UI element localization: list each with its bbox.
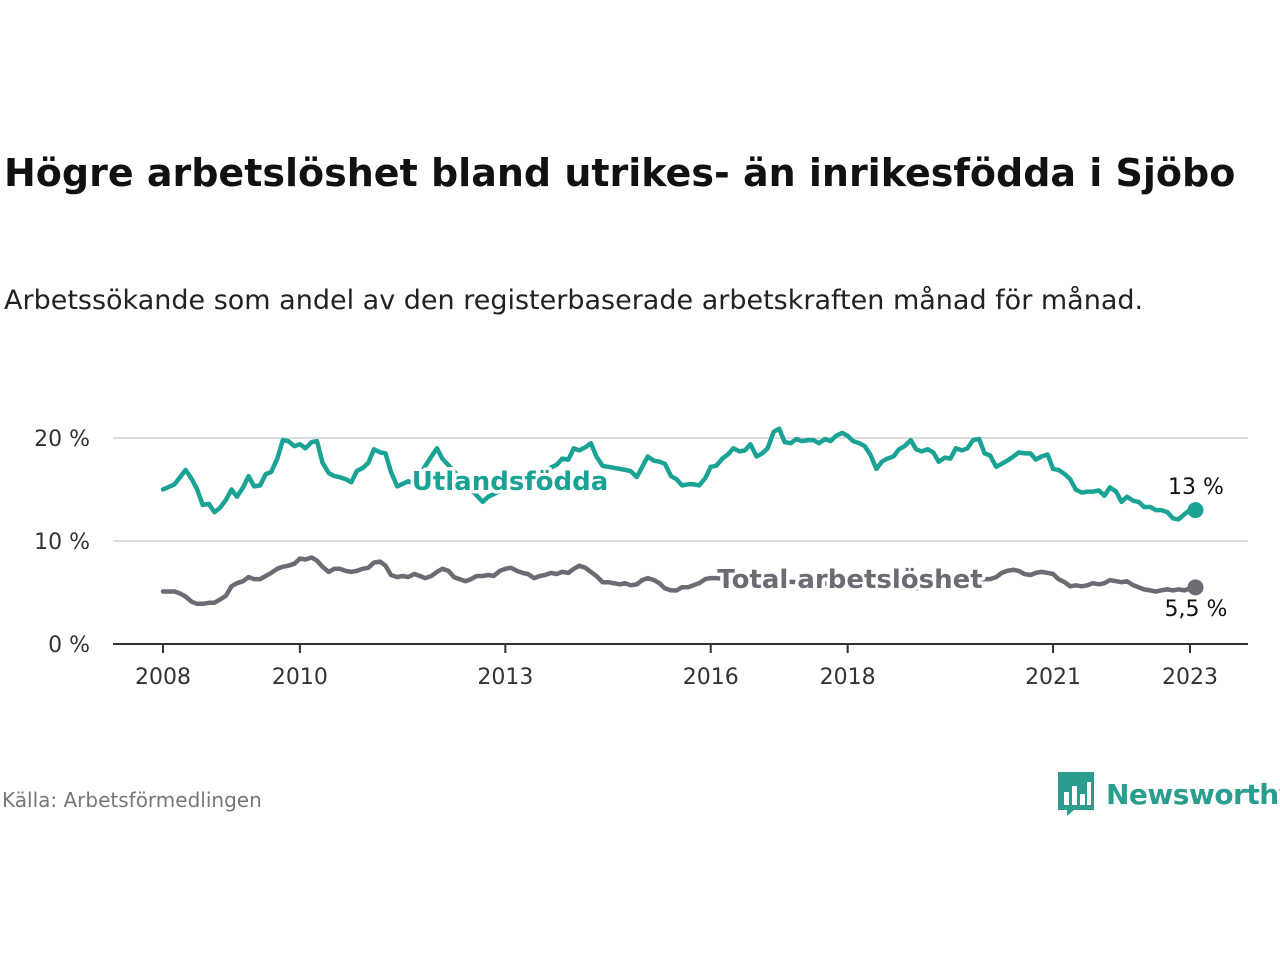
brand-logo[interactable]: Newsworthy [1058, 772, 1280, 816]
series-label-utlandsfodda: Utlandsfödda [412, 467, 609, 497]
end-value-label-total-arbetsloshet: 5,5 % [1165, 597, 1228, 622]
brand-name: Newsworthy [1106, 777, 1280, 811]
y-tick-label: 0 % [48, 633, 90, 658]
x-tick-label: 2008 [135, 665, 191, 690]
grid-layer [113, 437, 1248, 542]
label-layer: Utlandsfödda Total arbetslöshet 13 % 5,5 % [408, 464, 1231, 626]
end-value-label-utlandsfodda: 13 % [1168, 475, 1224, 500]
x-tick-label: 2016 [683, 665, 739, 690]
chart-subtitle: Arbetssökande som andel av den registerb… [4, 285, 1144, 316]
end-point-total-arbetsloshet [1187, 579, 1204, 596]
y-tick-label: 10 % [34, 530, 90, 555]
series-line-total-arbetsloshet [160, 555, 1198, 607]
x-tick-label: 2018 [820, 665, 876, 690]
line-chart: 0 %10 %20 %2008 2010 2013 2016 2018 2021 2023 … [34, 426, 1248, 690]
x-tick-label: 2023 [1162, 665, 1218, 690]
axis-layer: 0 % 10 % 20 % 2008 2010 2013 2016 2018 2021 2023 [34, 427, 1248, 690]
y-tick-label: 20 % [34, 427, 90, 452]
x-tick-label: 2010 [272, 665, 328, 690]
chart-title: Högre arbetslöshet bland utrikes- än inr… [4, 151, 1236, 195]
end-point-utlandsfodda [1187, 502, 1204, 519]
series-line-utlandsfodda [160, 426, 1198, 522]
source-note: Källa: Arbetsförmedlingen [2, 788, 262, 812]
x-tick-label: 2013 [477, 665, 533, 690]
series-layer [160, 426, 1204, 607]
bar-chart-bubble-icon [1058, 772, 1094, 816]
x-tick-label: 2021 [1025, 665, 1081, 690]
series-label-total-arbetsloshet: Total arbetslöshet [717, 565, 982, 595]
